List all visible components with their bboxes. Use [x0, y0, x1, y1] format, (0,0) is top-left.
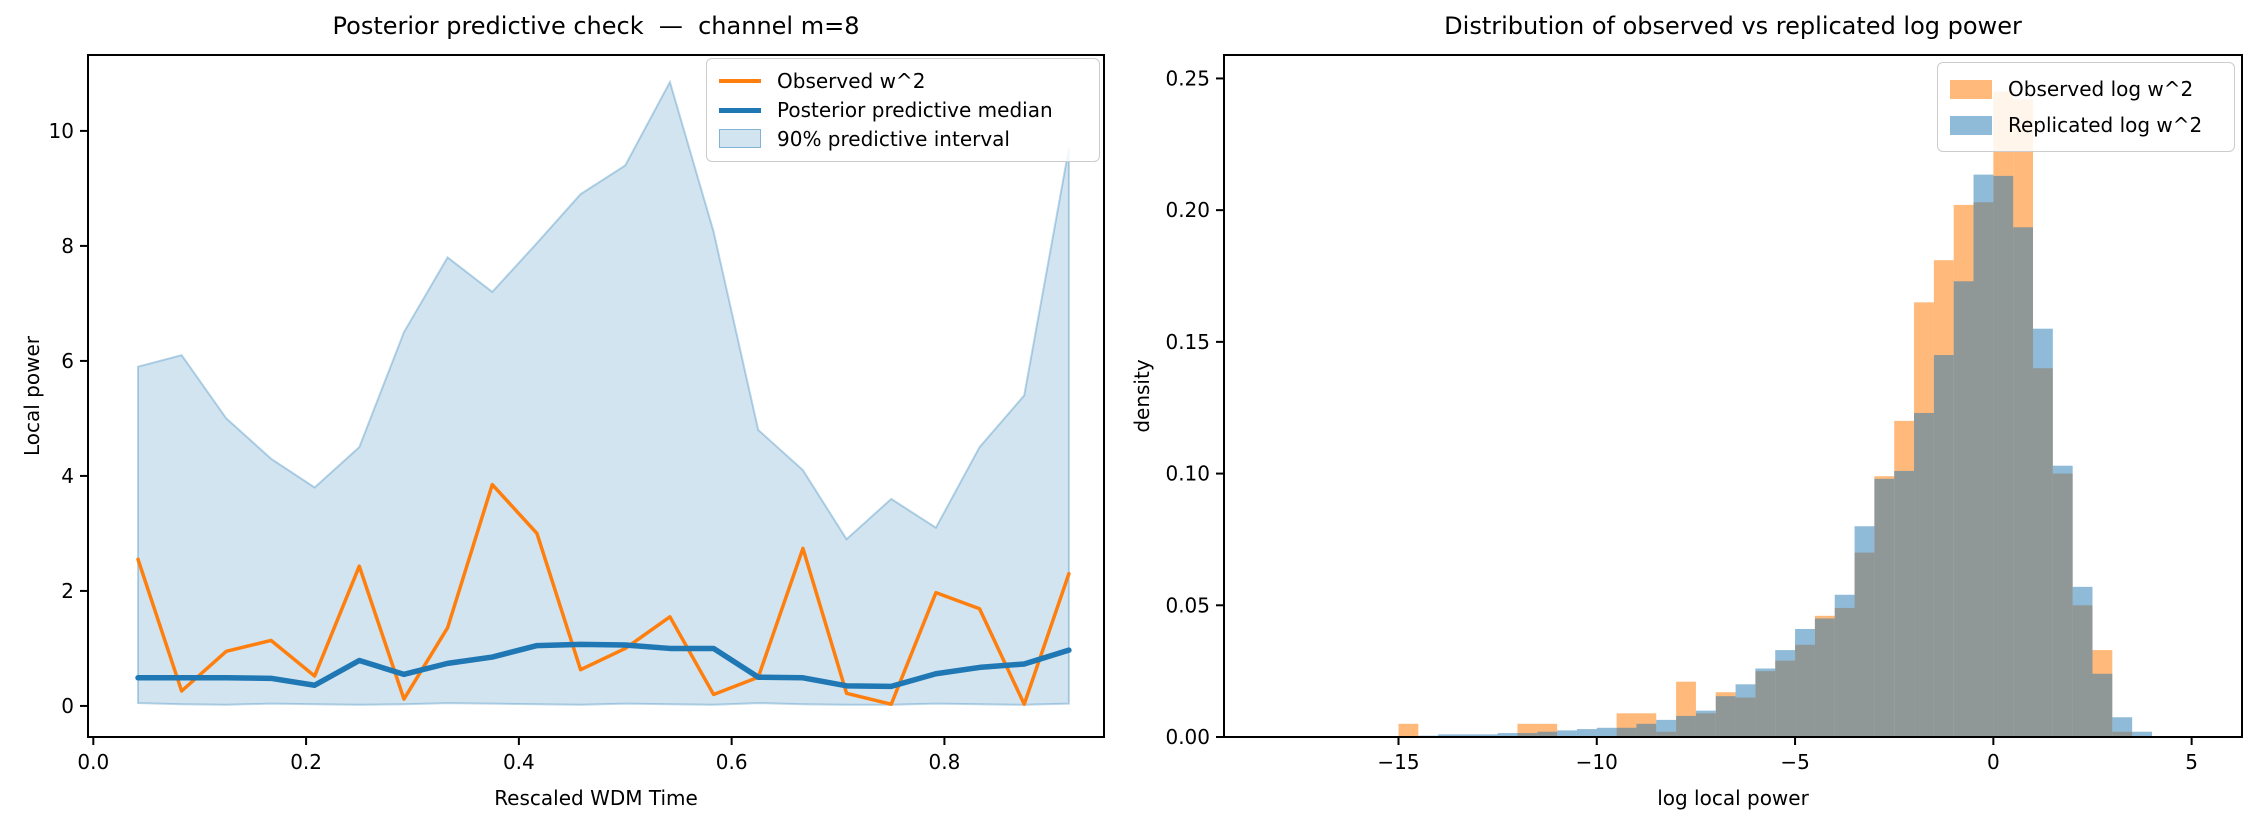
legend-item-interval: 90% predictive interval — [719, 124, 1085, 153]
right-legend: Observed log w^2 Replicated log w^2 — [1937, 62, 2235, 152]
hist-bar — [1755, 668, 1776, 737]
hist-bar — [2112, 717, 2133, 737]
hist-bar — [2052, 465, 2073, 737]
hist-bar — [2013, 227, 2034, 737]
hist-bar — [1973, 174, 1994, 738]
x-tick-label: 0.4 — [503, 750, 535, 774]
median-line — [135, 641, 1072, 690]
hist-bar — [1854, 526, 1875, 737]
legend-item-observed: Observed w^2 — [719, 67, 1085, 96]
x-tick-label: −10 — [1576, 750, 1618, 774]
x-tick-label: −15 — [1377, 750, 1419, 774]
y-tick-label: 4 — [61, 464, 74, 488]
left-chart-title: Posterior predictive check — channel m=8 — [332, 12, 860, 40]
y-tick-label: 10 — [49, 119, 74, 143]
legend-item-median: Posterior predictive median — [719, 96, 1085, 125]
x-tick-label: 0.6 — [716, 750, 748, 774]
hist-bar — [1695, 710, 1716, 737]
band-patch-swatch-icon — [719, 129, 761, 149]
hist-bar — [1715, 696, 1736, 737]
legend-label: Replicated log w^2 — [2008, 113, 2203, 137]
y-tick-label: 0.15 — [1165, 330, 1210, 354]
orange-line-swatch-icon — [719, 79, 761, 84]
y-tick-label: 0.00 — [1165, 725, 1210, 749]
y-tick-label: 0.20 — [1165, 198, 1210, 222]
y-tick-label: 6 — [61, 349, 74, 373]
replicated-histogram — [1418, 174, 2152, 738]
x-tick-label: 0.0 — [77, 750, 109, 774]
hist-bar — [2072, 586, 2093, 737]
hist-bar — [1636, 723, 1657, 737]
hist-bar — [1537, 731, 1558, 737]
y-tick-label: 0.25 — [1165, 66, 1210, 90]
hist-bar — [1775, 650, 1796, 737]
y-tick-label: 8 — [61, 234, 74, 258]
hist-bar — [1656, 719, 1677, 737]
blue-line-swatch-icon — [719, 107, 761, 113]
hist-bar — [1834, 594, 1855, 737]
x-tick-label: 0.8 — [929, 750, 961, 774]
legend-label: Posterior predictive median — [777, 98, 1053, 122]
x-tick-label: −5 — [1780, 750, 1809, 774]
legend-label: Observed log w^2 — [2008, 77, 2194, 101]
x-tick-label: 0 — [1987, 750, 2000, 774]
hist-bar — [1933, 355, 1954, 737]
x-tick-label: 0.2 — [290, 750, 322, 774]
hist-bar — [1497, 733, 1518, 737]
hist-bar — [2132, 731, 2152, 737]
right-chart-title: Distribution of observed vs replicated l… — [1444, 12, 2022, 40]
hist-bar — [1676, 715, 1696, 737]
hist-bar — [2092, 673, 2113, 737]
legend-label: Observed w^2 — [777, 69, 926, 94]
hist-bar — [1576, 729, 1597, 737]
orange-patch-swatch-icon — [1950, 79, 1992, 99]
hist-bar — [1795, 628, 1815, 737]
hist-bar — [1477, 734, 1498, 737]
left-x-axis-label: Rescaled WDM Time — [494, 786, 698, 810]
hist-bar — [1616, 727, 1637, 737]
observed-line — [136, 482, 1071, 706]
axes-frame — [87, 54, 1105, 738]
hist-bar — [1993, 175, 2014, 738]
hist-bar — [1914, 412, 1934, 737]
hist-bar — [1874, 478, 1895, 737]
legend-item-replicated-hist: Replicated log w^2 — [1950, 109, 2220, 141]
hist-bar — [1735, 684, 1756, 737]
hist-bar — [1953, 281, 1974, 737]
legend-label: 90% predictive interval — [777, 126, 1010, 151]
hist-bar — [1398, 723, 1419, 737]
hist-bar — [1517, 733, 1538, 737]
y-tick-label: 0.05 — [1165, 593, 1210, 617]
hist-bar — [1457, 734, 1478, 737]
x-tick-label: 5 — [2185, 750, 2198, 774]
left-legend: Observed w^2 Posterior predictive median… — [706, 58, 1100, 162]
hist-bar — [1557, 730, 1577, 737]
right-x-axis-label: log local power — [1657, 786, 1809, 810]
left-y-axis-label: Local power — [20, 335, 44, 457]
hist-bar — [1894, 470, 1915, 737]
right-y-axis-label: density — [1130, 359, 1154, 433]
blue-patch-swatch-icon — [1950, 115, 1992, 135]
y-tick-label: 0.10 — [1165, 462, 1210, 486]
hist-bar — [2033, 328, 2053, 737]
axes-frame — [1223, 54, 2243, 738]
y-tick-label: 0 — [61, 694, 74, 718]
y-tick-label: 2 — [61, 579, 74, 603]
legend-item-observed-hist: Observed log w^2 — [1950, 73, 2220, 105]
predictive-interval-band — [137, 79, 1070, 706]
hist-bar — [1438, 734, 1458, 737]
hist-bar — [1814, 618, 1835, 737]
hist-bar — [1596, 727, 1617, 737]
